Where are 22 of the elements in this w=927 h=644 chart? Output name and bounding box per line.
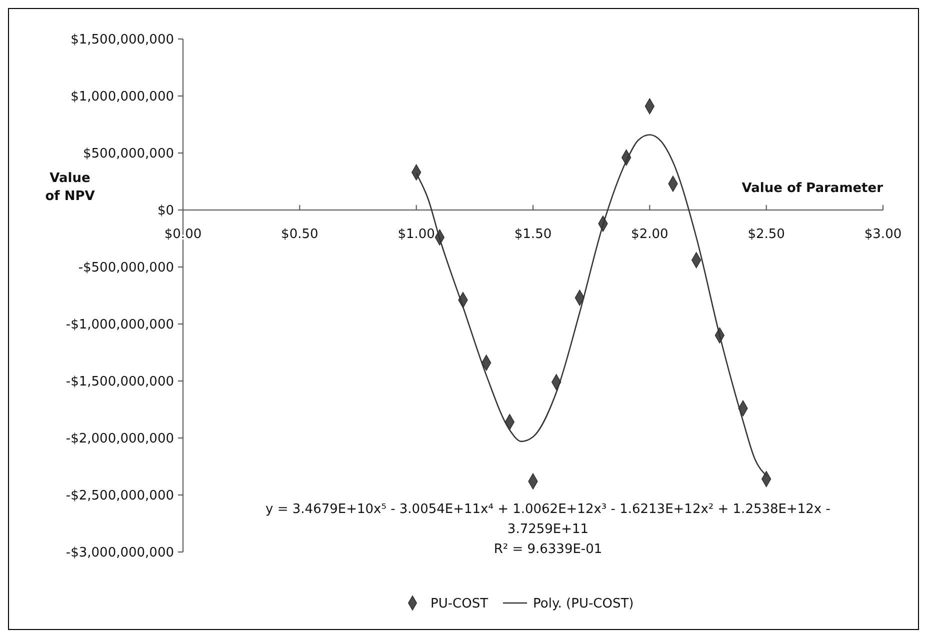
legend-label: PU-COST xyxy=(430,596,488,612)
annotation: R² = 9.6339E-01 xyxy=(494,542,602,557)
y-tick-label: $1,500,000,000 xyxy=(70,32,174,48)
y-tick-label: -$2,000,000,000 xyxy=(66,432,174,447)
y-tick-label: -$2,500,000,000 xyxy=(66,488,174,504)
y-tick-label: -$1,000,000,000 xyxy=(66,318,174,333)
y-tick-label: -$500,000,000 xyxy=(78,260,174,276)
legend-label: Poly. (PU-COST) xyxy=(533,596,634,612)
x-tick-label: $3.00 xyxy=(864,227,902,242)
y-tick-label: -$3,000,000,000 xyxy=(66,546,174,561)
y-tick-label: -$1,500,000,000 xyxy=(66,374,174,390)
y-tick-label: $0 xyxy=(157,204,174,219)
x-tick-label: $2.00 xyxy=(631,227,668,242)
y-axis-title: Value of NPV xyxy=(45,171,95,204)
x-axis-title: Value of Parameter xyxy=(742,181,884,196)
x-tick-label: $1.50 xyxy=(514,227,552,242)
y-tick-label: $500,000,000 xyxy=(83,146,174,162)
annotation: y = 3.4679E+10x⁵ - 3.0054E+11x⁴ + 1.0062E+12x³ - 1.6213E+12x² + 1.2538E+12x - 3.7259E+11 xyxy=(266,502,831,537)
x-tick-label: $1.00 xyxy=(398,227,435,242)
y-tick-label: $1,000,000,000 xyxy=(70,90,174,105)
x-tick-label: $2.50 xyxy=(748,227,785,242)
x-tick-label: $0.50 xyxy=(281,227,318,242)
